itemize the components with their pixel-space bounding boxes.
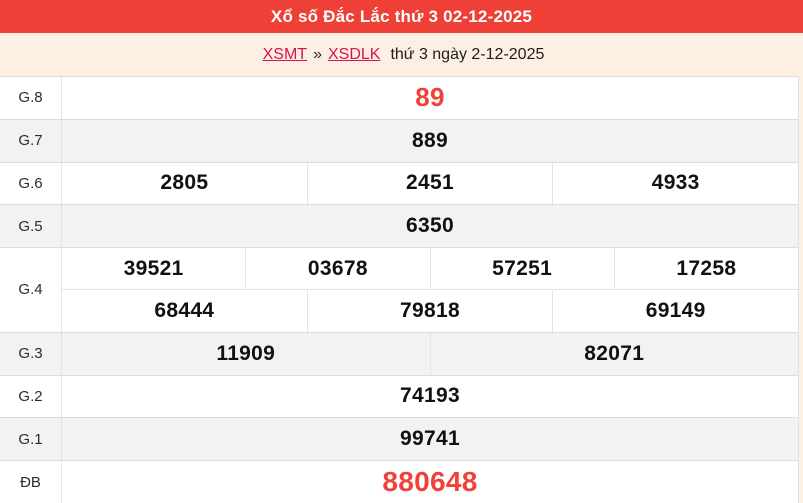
prize-number: 880648 (382, 466, 478, 498)
prize-label-g1: G.1 (0, 418, 62, 461)
prize-row-g5: G.5 6350 (0, 204, 798, 248)
prize-row-g4: G.4 39521 03678 57251 17258 68444 79818 69149 (0, 247, 798, 332)
prize-values-g8: 89 (62, 77, 798, 119)
prize-values-db: 880648 (62, 461, 798, 503)
prize-number: 889 (412, 128, 448, 152)
prize-values-g3: 11909 82071 (62, 332, 799, 375)
prize-number: 99741 (400, 427, 460, 451)
prize-number: 11909 (216, 341, 276, 365)
breadcrumb-link-xsmt[interactable]: XSMT (262, 45, 308, 63)
page-header: Xổ số Đắc Lắc thứ 3 02-12-2025 (0, 0, 803, 33)
prize-label-db: ĐB (0, 461, 62, 503)
prize-line: 39521 03678 57251 17258 (62, 248, 798, 290)
prize-row-g2: G.2 74193 (0, 374, 798, 418)
prize-number: 03678 (245, 248, 429, 290)
prize-number: 39521 (123, 256, 184, 280)
prize-number: 4933 (552, 162, 798, 205)
prize-label-g8: G.8 (0, 77, 62, 119)
prize-number: 2805 (160, 171, 209, 195)
prize-values-g2: 74193 (62, 376, 798, 418)
prize-row-g7: G.7 889 (0, 118, 798, 162)
breadcrumb-separator: » (313, 45, 322, 63)
prize-number: 74193 (400, 384, 460, 408)
prize-number: 69149 (552, 290, 798, 332)
prize-line: 11909 82071 (62, 332, 799, 375)
prize-values-g7: 889 (62, 120, 798, 162)
prize-label-g2: G.2 (0, 375, 62, 418)
prize-label-g5: G.5 (0, 205, 62, 248)
prize-label-g3: G.3 (0, 332, 62, 375)
prize-values-g4: 39521 03678 57251 17258 68444 79818 69149 (62, 248, 798, 332)
prize-row-g3: G.3 11909 82071 (0, 331, 799, 375)
breadcrumb-date-text: thứ 3 ngày 2-12-2025 (390, 45, 545, 63)
breadcrumb: XSMT » XSDLK thứ 3 ngày 2-12-2025 (0, 33, 803, 76)
prize-line: 99741 (62, 418, 798, 460)
prize-line: 889 (62, 120, 798, 162)
prize-label-g4: G.4 (0, 248, 62, 332)
prize-row-g1: G.1 99741 (0, 417, 798, 461)
prize-line: 6350 (62, 205, 798, 247)
prize-line: 2805 2451 4933 (62, 162, 798, 205)
prize-line: 89 (62, 77, 798, 119)
prize-line: 880648 (62, 461, 798, 503)
breadcrumb-link-xsdlk[interactable]: XSDLK (327, 45, 381, 63)
prize-row-g6: G.6 2805 2451 4933 (0, 161, 798, 205)
prize-values-g6: 2805 2451 4933 (62, 162, 798, 205)
prize-label-g6: G.6 (0, 162, 62, 205)
prize-number: 2451 (306, 162, 553, 205)
prize-label-g7: G.7 (0, 119, 62, 162)
page-title: Xổ số Đắc Lắc thứ 3 02-12-2025 (270, 6, 533, 26)
prize-number: 82071 (429, 332, 799, 375)
prize-number: 57251 (429, 248, 614, 290)
prize-values-g1: 99741 (62, 418, 798, 460)
results-table: G.8 89 G.7 889 G.6 2805 2451 4933 G.5 6350 G.4 3952… (0, 76, 799, 503)
prize-number: 89 (415, 82, 445, 113)
prize-number: 6350 (406, 214, 454, 238)
prize-values-g5: 6350 (62, 205, 798, 247)
prize-line: 68444 79818 69149 (62, 289, 798, 332)
prize-number: 17258 (613, 248, 798, 290)
prize-row-db: ĐB 880648 (0, 460, 798, 503)
prize-row-g8: G.8 89 (0, 77, 798, 119)
prize-number: 68444 (154, 299, 215, 323)
prize-line: 74193 (62, 376, 798, 418)
prize-number: 79818 (306, 290, 553, 332)
